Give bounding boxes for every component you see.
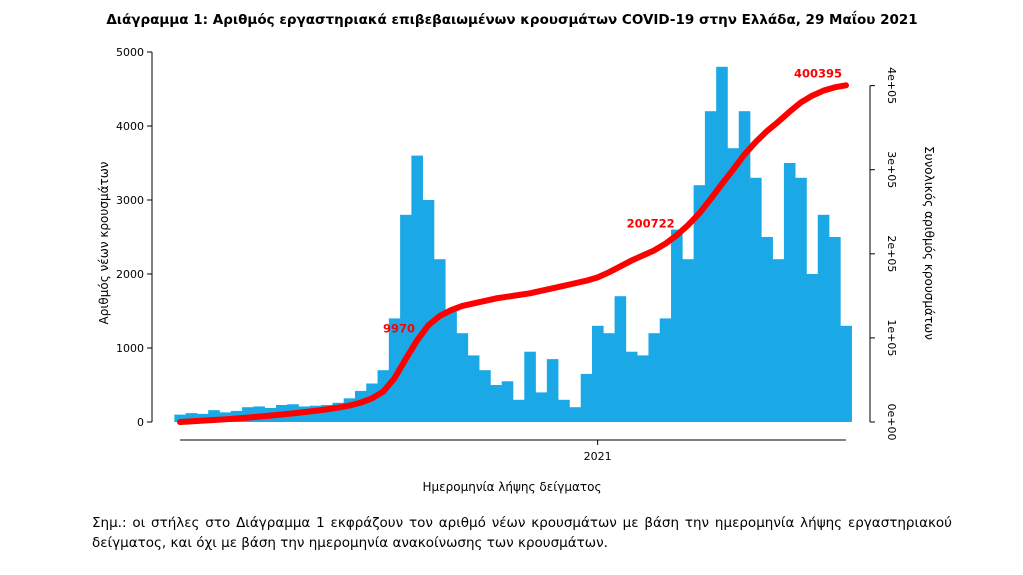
bar-33 bbox=[546, 359, 559, 422]
bar-15 bbox=[343, 398, 356, 422]
y-tick-label-3: 3000 bbox=[116, 194, 144, 207]
bar-51 bbox=[750, 177, 762, 422]
axes-layer: 0 1000 2000 3000 4000 5000 0e+00 1e+05 2e+05 3e+0… bbox=[116, 46, 898, 463]
bar-19 bbox=[388, 318, 401, 422]
y2-tick-label-0: 0e+00 bbox=[885, 404, 898, 441]
y-tick-label-5: 5000 bbox=[116, 46, 144, 59]
y2-tick-label-4: 4e+05 bbox=[885, 67, 898, 104]
annotation-400395: 400395 bbox=[794, 66, 842, 80]
y2-tick-label-2: 2e+05 bbox=[885, 235, 898, 272]
bar-25 bbox=[456, 333, 469, 422]
bar-53 bbox=[772, 259, 785, 422]
annotations-layer: 9970 200722 400395 bbox=[383, 66, 842, 335]
y-tick-label-0: 0 bbox=[137, 416, 144, 429]
annotation-9970: 9970 bbox=[383, 321, 415, 335]
bar-50 bbox=[738, 111, 751, 422]
y2-axis-label: Συνολικός αριθμός κρουσμάτων bbox=[922, 146, 936, 340]
bar-0 bbox=[174, 414, 186, 422]
bar-56 bbox=[806, 274, 819, 422]
bar-44 bbox=[671, 229, 683, 422]
annotation-200722: 200722 bbox=[627, 216, 675, 230]
bar-29 bbox=[501, 381, 514, 422]
bar-57 bbox=[817, 214, 830, 422]
y-axis-label: Αριθμός νέων κρουσμάτων bbox=[97, 161, 111, 324]
bar-54 bbox=[783, 163, 796, 422]
bar-27 bbox=[479, 370, 491, 422]
bar-13 bbox=[321, 404, 333, 422]
x-tick-label-2021: 2021 bbox=[584, 450, 612, 463]
bar-20 bbox=[400, 214, 412, 422]
bar-59 bbox=[840, 325, 852, 422]
bar-43 bbox=[659, 318, 672, 422]
bar-22 bbox=[422, 200, 435, 422]
bar-42 bbox=[648, 333, 661, 422]
bar-24 bbox=[445, 311, 457, 422]
bar-38 bbox=[603, 333, 615, 422]
bar-6 bbox=[242, 407, 254, 422]
bar-3 bbox=[208, 410, 220, 422]
bar-1 bbox=[185, 413, 198, 422]
bar-12 bbox=[309, 405, 322, 422]
bar-37 bbox=[592, 325, 604, 422]
bar-45 bbox=[682, 259, 694, 422]
bar-47 bbox=[704, 111, 717, 422]
y-tick-label-4: 4000 bbox=[116, 120, 144, 133]
bar-21 bbox=[411, 155, 423, 422]
bar-55 bbox=[795, 177, 807, 422]
bar-26 bbox=[467, 355, 480, 422]
bar-35 bbox=[569, 407, 582, 422]
bar-49 bbox=[727, 148, 740, 422]
footnote: Σημ.: οι στήλες στο Διάγραμμα 1 εκφράζου… bbox=[92, 515, 952, 551]
bar-23 bbox=[433, 259, 446, 422]
bar-16 bbox=[354, 390, 367, 422]
bar-30 bbox=[513, 399, 525, 422]
x-axis-label: Ημερομηνία λήψης δείγματος bbox=[422, 480, 601, 494]
bar-17 bbox=[366, 383, 378, 422]
y-tick-label-1: 1000 bbox=[116, 342, 144, 355]
bar-48 bbox=[716, 66, 728, 423]
bar-34 bbox=[558, 399, 570, 422]
chart-title: Διάγραμμα 1: Αριθμός εργαστηριακά επιβεβ… bbox=[106, 10, 917, 28]
bar-46 bbox=[693, 185, 706, 422]
y2-tick-label-3: 3e+05 bbox=[885, 151, 898, 188]
bars-layer bbox=[174, 66, 852, 423]
y-tick-label-2: 2000 bbox=[116, 268, 144, 281]
bar-28 bbox=[490, 385, 503, 422]
bar-32 bbox=[535, 392, 548, 422]
bar-58 bbox=[829, 237, 841, 422]
bar-36 bbox=[580, 373, 593, 422]
cumulative-line bbox=[177, 82, 849, 425]
bar-39 bbox=[614, 296, 627, 422]
bar-41 bbox=[637, 355, 649, 422]
y2-tick-label-1: 1e+05 bbox=[885, 319, 898, 356]
bar-52 bbox=[761, 237, 773, 422]
bar-40 bbox=[625, 351, 638, 422]
bar-18 bbox=[377, 370, 390, 422]
bar-14 bbox=[332, 402, 344, 422]
bar-31 bbox=[524, 351, 536, 422]
covid-cases-chart: Διάγραμμα 1: Αριθμός εργαστηριακά επιβεβ… bbox=[97, 10, 936, 494]
